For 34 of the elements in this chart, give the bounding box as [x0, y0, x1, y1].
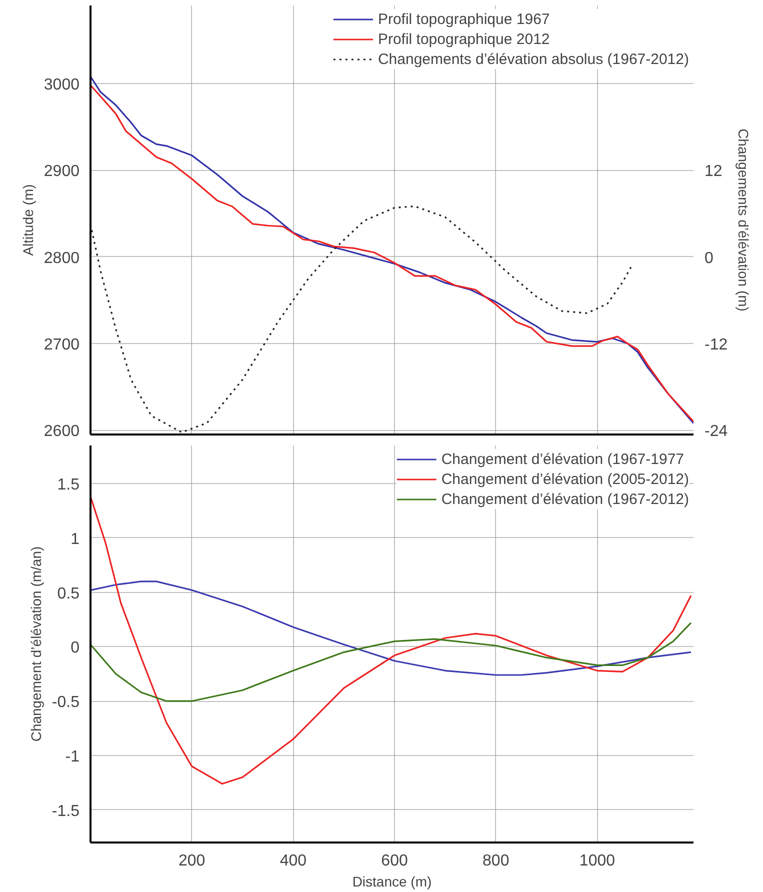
y2-tick-label: -24 [704, 423, 728, 440]
y2-axis-title: Changements d’élévation (m) [736, 128, 752, 312]
legend-label: Profil topographique 2012 [378, 30, 550, 48]
legend-label: Changement d’élévation (2005-2012) [441, 470, 689, 488]
y-tick-label: 1 [70, 530, 80, 548]
legend-label: Changement d’élévation (1967-1977 [441, 450, 684, 468]
x-tick-label: 200 [178, 852, 206, 870]
y-tick-label: 2800 [44, 250, 80, 267]
x-tick-label: 600 [381, 852, 408, 870]
legend-label: Profil topographique 1967 [378, 10, 550, 28]
line-series [90, 205, 634, 434]
x-axis-title: Distance (m) [352, 874, 432, 890]
y2-tick-label: 0 [704, 250, 714, 267]
legend-label: Changement d’élévation (1967-2012) [441, 490, 689, 508]
x-tick-label: 800 [482, 852, 510, 870]
y2-tick-label: 12 [704, 163, 722, 180]
y-tick-label: 3000 [44, 76, 80, 94]
line-series [90, 622, 692, 702]
y-tick-label: -0.5 [52, 694, 80, 712]
y-axis-title: Changement d’élévation (m/an) [28, 546, 44, 742]
y-tick-label: 2600 [44, 423, 80, 440]
y-tick-label: 0 [70, 640, 80, 657]
y-tick-label: 1.5 [57, 476, 80, 494]
y2-tick-label: -12 [704, 336, 728, 354]
y-tick-label: 2900 [44, 163, 80, 180]
y-tick-label: -1 [65, 748, 80, 766]
y-tick-label: -1.5 [52, 802, 80, 820]
y-tick-label: 0.5 [57, 585, 80, 602]
legend-label: Changements d’élévation absolus (1967-2012) [378, 50, 689, 68]
line-series [90, 580, 692, 676]
x-tick-label: 400 [280, 852, 307, 870]
x-tick-label: 1000 [579, 852, 616, 870]
y-axis-title: Altitude (m) [20, 184, 36, 256]
y-tick-label: 2700 [44, 336, 80, 354]
